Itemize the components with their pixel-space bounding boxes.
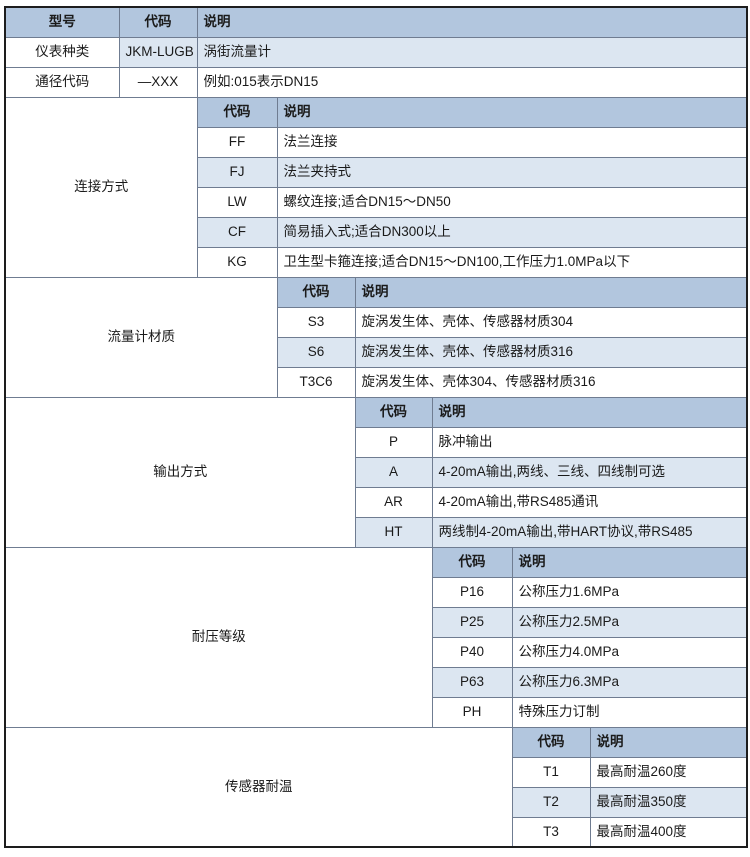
table-row: KG 卫生型卡箍连接;适合DN15～DN100,工作压力1.0MPa以下: [5, 246, 748, 278]
row-desc: 法兰夹持式: [276, 156, 748, 188]
row-code: P16: [431, 576, 513, 608]
table-row: HT 两线制4-20mA输出,带HART协议,带RS485: [5, 516, 748, 548]
section-subheader-code: 代码: [276, 276, 356, 308]
row-code: S6: [276, 336, 356, 368]
table-row: LW 螺纹连接;适合DN15～DN50: [5, 186, 748, 218]
row-desc: 旋涡发生体、壳体304、传感器材质316: [354, 366, 748, 398]
table-row: P25 公称压力2.5MPa: [5, 606, 748, 638]
row-code: S3: [276, 306, 356, 338]
table-row: S6 旋涡发生体、壳体、传感器材质316: [5, 336, 748, 368]
row-code: HT: [354, 516, 433, 548]
row-code: T1: [511, 756, 591, 788]
row-code: AR: [354, 486, 433, 518]
section-header-row: 传感器耐温 代码 说明: [4, 726, 748, 848]
table-row: T2 最高耐温350度: [5, 786, 748, 818]
row-desc: 涡街流量计: [196, 36, 748, 68]
table-row: A 4-20mA输出,两线、三线、四线制可选: [5, 456, 748, 488]
row-code: P25: [431, 606, 513, 638]
row-code: KG: [196, 246, 278, 278]
table-row: P63 公称压力6.3MPa: [5, 666, 748, 698]
table-row: PH 特殊压力订制: [5, 696, 748, 728]
section-header-row: 连接方式 代码 说明: [4, 96, 748, 278]
row-code: A: [354, 456, 433, 488]
section-subheader-desc: 说明: [431, 396, 748, 428]
row-label: 仪表种类: [4, 36, 120, 68]
section-label-5: 传感器耐温: [4, 726, 513, 848]
table-row: CF 简易插入式;适合DN300以上: [5, 216, 748, 248]
row-desc: 旋涡发生体、壳体、传感器材质316: [354, 336, 748, 368]
row-desc: 最高耐温400度: [589, 816, 748, 848]
table-row: 仪表种类 JKM-LUGB 涡街流量计: [4, 36, 748, 68]
row-code: T2: [511, 786, 591, 818]
section-subheader-code: 代码: [431, 546, 513, 578]
row-desc: 公称压力4.0MPa: [511, 636, 748, 668]
section-subheader-code: 代码: [196, 96, 278, 128]
row-desc: 4-20mA输出,带RS485通讯: [431, 486, 748, 518]
table-row: P 脉冲输出: [5, 426, 748, 458]
row-desc: 公称压力6.3MPa: [511, 666, 748, 698]
row-code: T3C6: [276, 366, 356, 398]
row-code: FJ: [196, 156, 278, 188]
section-subheader-desc: 说明: [276, 96, 748, 128]
row-code: FF: [196, 126, 278, 158]
section-header-row: 耐压等级 代码 说明: [4, 546, 748, 728]
section-label-3: 输出方式: [4, 396, 356, 548]
row-code: JKM-LUGB: [118, 36, 198, 68]
table-row: T1 最高耐温260度: [5, 756, 748, 788]
header-code: 代码: [118, 6, 198, 38]
row-code: —XXX: [118, 66, 198, 98]
row-desc: 最高耐温260度: [589, 756, 748, 788]
model-selection-table: 型号 代码 说明 仪表种类 JKM-LUGB 涡街流量计 通径代码 —XXX 例如:015表示D…: [4, 6, 748, 848]
row-desc: 简易插入式;适合DN300以上: [276, 216, 748, 248]
table-header-row: 型号 代码 说明: [4, 6, 748, 38]
table-row: T3C6 旋涡发生体、壳体304、传感器材质316: [5, 366, 748, 398]
table-body: 型号 代码 说明 仪表种类 JKM-LUGB 涡街流量计 通径代码 —XXX 例如:015表示D…: [4, 6, 748, 848]
row-desc: 公称压力1.6MPa: [511, 576, 748, 608]
row-desc: 特殊压力订制: [511, 696, 748, 728]
section-header-row: 输出方式 代码 说明: [4, 396, 748, 548]
row-desc: 公称压力2.5MPa: [511, 606, 748, 638]
spec-sheet: 型号 代码 说明 仪表种类 JKM-LUGB 涡街流量计 通径代码 —XXX 例如:015表示D…: [0, 6, 750, 857]
table-row: AR 4-20mA输出,带RS485通讯: [5, 486, 748, 518]
section-label-4: 耐压等级: [4, 546, 433, 728]
table-row: 通径代码 —XXX 例如:015表示DN15: [4, 66, 748, 98]
section-subheader-code: 代码: [354, 396, 433, 428]
section-label-1: 连接方式: [4, 96, 198, 278]
row-desc: 螺纹连接;适合DN15～DN50: [276, 186, 748, 218]
section-header-row: 流量计材质 代码 说明: [4, 276, 748, 398]
table-row: T3 最高耐温400度: [5, 816, 748, 848]
row-code: P63: [431, 666, 513, 698]
row-desc: 卫生型卡箍连接;适合DN15～DN100,工作压力1.0MPa以下: [276, 246, 748, 278]
row-label: 通径代码: [4, 66, 120, 98]
row-desc: 例如:015表示DN15: [196, 66, 748, 98]
row-desc: 旋涡发生体、壳体、传感器材质304: [354, 306, 748, 338]
section-label-2: 流量计材质: [4, 276, 278, 398]
row-desc: 法兰连接: [276, 126, 748, 158]
row-code: CF: [196, 216, 278, 248]
header-model: 型号: [4, 6, 120, 38]
table-row: FJ 法兰夹持式: [5, 156, 748, 188]
section-subheader-code: 代码: [511, 726, 591, 758]
section-subheader-desc: 说明: [354, 276, 748, 308]
row-desc: 脉冲输出: [431, 426, 748, 458]
header-desc: 说明: [196, 6, 748, 38]
row-desc: 最高耐温350度: [589, 786, 748, 818]
row-code: T3: [511, 816, 591, 848]
row-desc: 4-20mA输出,两线、三线、四线制可选: [431, 456, 748, 488]
section-subheader-desc: 说明: [589, 726, 748, 758]
table-row: P16 公称压力1.6MPa: [5, 576, 748, 608]
section-subheader-desc: 说明: [511, 546, 748, 578]
row-code: P40: [431, 636, 513, 668]
row-code: LW: [196, 186, 278, 218]
row-code: P: [354, 426, 433, 458]
row-code: PH: [431, 696, 513, 728]
row-desc: 两线制4-20mA输出,带HART协议,带RS485: [431, 516, 748, 548]
